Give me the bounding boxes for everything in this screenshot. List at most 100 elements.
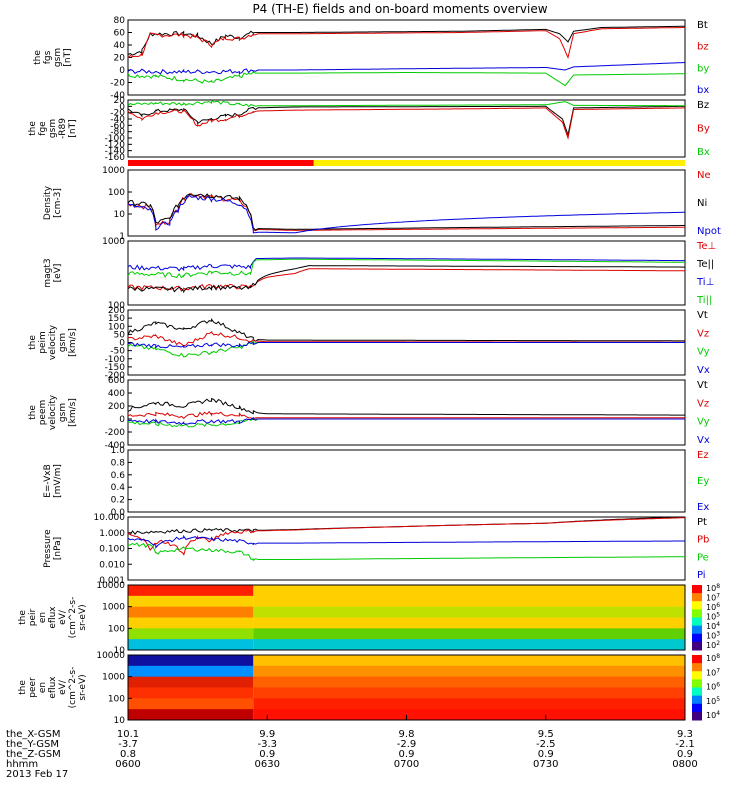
y-tick-label: 10000: [96, 581, 125, 591]
series-Pi: [127, 534, 685, 549]
legend-label: Pt: [697, 517, 707, 528]
spectrogram-band-late: [253, 585, 685, 597]
spectrogram-band-late: [253, 606, 685, 618]
series-Vx: [127, 341, 685, 349]
y-axis-label-line: eV/: [58, 679, 68, 695]
spectrogram-band-early: [128, 687, 254, 699]
colorbar-tick-label: 102: [706, 640, 720, 650]
legend-label: Ti⊥: [696, 277, 714, 288]
y-tick-label: 600: [108, 376, 125, 386]
colorbar-segment: [692, 695, 702, 705]
y-tick-label: 0.100: [99, 545, 125, 555]
spectrogram-band-late: [253, 639, 685, 651]
colorbar-tick-label: 105: [706, 612, 720, 622]
x-tick-label-Z: 0.9: [677, 749, 693, 760]
y-axis-label-line: the: [33, 50, 43, 65]
y-axis-label-line: peim: [38, 331, 48, 354]
panel-temperature: 1000 100 magt3[eV] Te⊥ Te|| Ti⊥ Ti||: [43, 237, 716, 311]
panel-pressure: 10.0001.0000.1000.0100.001Pressure[nPa]P…: [43, 513, 709, 586]
y-tick-label: -200: [105, 428, 126, 438]
legend-label: By: [697, 124, 710, 135]
y-axis-label: Density[cm-3]: [43, 185, 63, 220]
colorbar-segment: [692, 617, 702, 627]
y-tick-label: -400: [105, 441, 126, 451]
legend-label: Pi: [697, 570, 706, 581]
time-axis-row-label: 2013 Feb 17: [6, 769, 68, 780]
spectrogram-band-early: [128, 628, 254, 640]
colorbar-tick-label: 106: [706, 602, 720, 612]
legend-label: Bt: [697, 20, 708, 31]
colorbar-segment: [692, 625, 702, 635]
colorbar-tick-label: 103: [706, 631, 720, 641]
legend-label: Vt: [697, 310, 708, 321]
series-Vy: [127, 417, 685, 428]
series-Ni: [127, 193, 685, 231]
x-tick-label-Y: -3.3: [257, 739, 277, 750]
series-Pe: [127, 542, 685, 562]
colorbar-tick-exponent: 7: [716, 667, 720, 674]
y-axis-label-line: eflux: [48, 606, 58, 629]
y-axis-label: thepeimvelocitygsm[km/s]: [28, 324, 78, 360]
spectrogram-band-early: [128, 698, 254, 710]
spectrogram-band-late: [253, 665, 685, 678]
quality-bar-red: [128, 160, 314, 166]
legend-label: Ni: [697, 198, 707, 209]
y-tick-label: -150: [105, 363, 126, 373]
series-Bg: [127, 99, 685, 108]
colorbar-tick-exponent: 5: [716, 612, 720, 619]
spectrogram-band-late: [253, 709, 685, 721]
spectrogram-band-early: [128, 665, 254, 678]
y-tick-label: -200: [105, 371, 126, 381]
series-Vt: [127, 317, 685, 342]
y-tick-label: 20: [114, 54, 126, 64]
y-tick-label: 40: [114, 41, 126, 51]
y-tick-label: 50: [114, 330, 126, 340]
y-tick-label: 0: [119, 102, 125, 112]
panel-frame: [127, 449, 686, 513]
colorbar-tick-exponent: 8: [716, 653, 720, 660]
colorbar-segment: [692, 593, 702, 602]
y-axis-label-line: sr-eV): [78, 674, 88, 700]
legend-label: Ti||: [696, 295, 712, 306]
y-axis-label-line: en: [38, 612, 48, 623]
y-tick-label: -100: [105, 134, 126, 144]
y-axis-label: magt3[eV]: [43, 258, 63, 287]
colorbar-tick-exponent: 2: [716, 640, 720, 647]
legend-label: Te⊥: [696, 241, 716, 252]
spectrogram-band-late: [253, 676, 685, 688]
y-tick-label: -40: [110, 115, 125, 125]
x-tick-label-X: 9.8: [399, 729, 415, 740]
panel-frame: [127, 240, 686, 306]
y-tick-label: 10: [114, 716, 126, 726]
colorbar-segment: [692, 679, 702, 688]
panel-frame: [127, 379, 686, 446]
y-axis-label-line: velocity: [48, 324, 58, 360]
legend-label: Vy: [697, 417, 710, 428]
series-Pt: [127, 516, 686, 536]
spectrogram-band-early: [128, 639, 254, 651]
colorbar-segment: [692, 585, 702, 594]
y-tick-label: 0.010: [99, 560, 125, 570]
y-axis-label: thepeemvelocitygsm[km/s]: [28, 394, 78, 430]
y-axis-label-line: (cm^2-s-: [68, 597, 78, 639]
colorbar-tick-exponent: 5: [716, 696, 720, 703]
series-Bt: [127, 25, 685, 56]
panel-peer_spectrogram: 108 107 106 105 104 10000 1000 100 10 thepeerenef…: [18, 651, 720, 726]
spectrogram-band-early: [128, 676, 254, 688]
colorbar-tick-exponent: 4: [716, 621, 720, 628]
x-tick-label-Z: 0.9: [538, 749, 554, 760]
y-axis-label-line: eV/: [58, 609, 68, 625]
y-tick-label: 10: [114, 210, 126, 220]
legend-label: Ez: [697, 450, 709, 461]
spectrogram-band-early: [128, 595, 254, 608]
y-tick-label: 0: [119, 66, 125, 76]
y-tick-label: 0.4: [111, 483, 126, 493]
y-tick-label: 1000: [102, 673, 125, 683]
x-tick-label-Z: 0.9: [259, 749, 275, 760]
series-Bt: [127, 105, 686, 137]
y-tick-label: -50: [110, 347, 125, 357]
y-tick-label: 0.8: [111, 458, 126, 468]
y-tick-label: -20: [110, 79, 125, 89]
x-tick-label-hhmm: 0630: [255, 759, 280, 770]
